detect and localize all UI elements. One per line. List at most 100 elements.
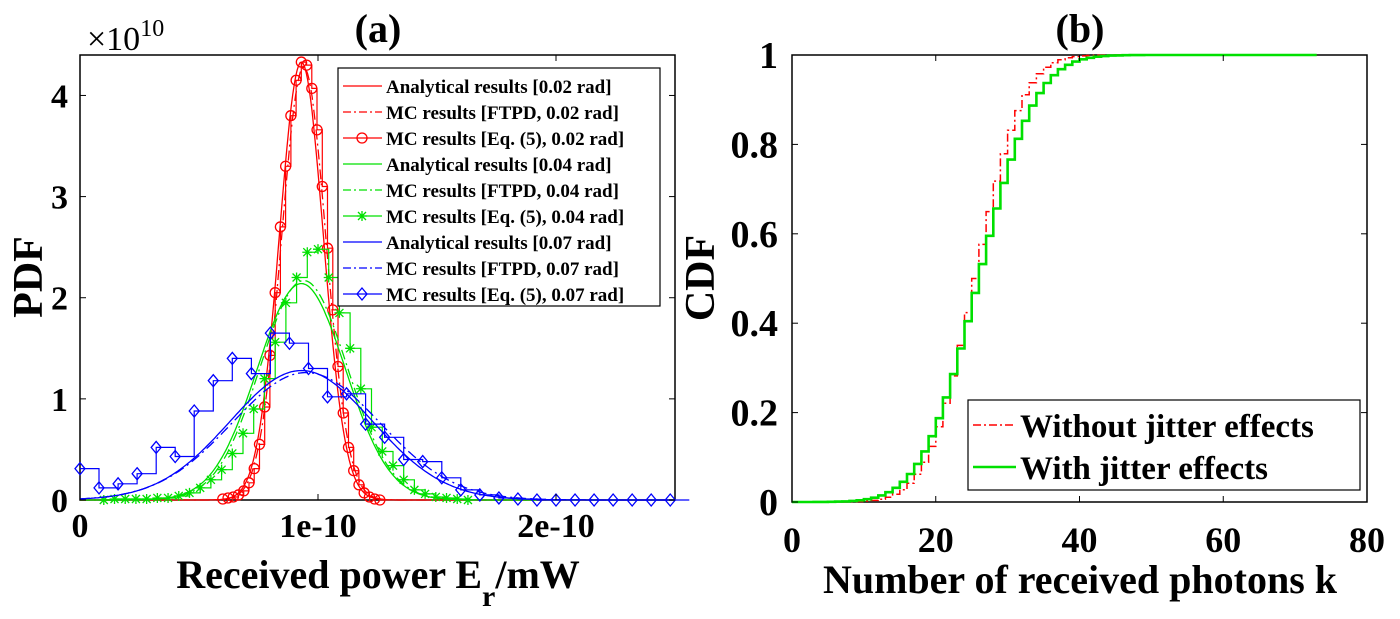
panel-b-x-tick-label: 20 xyxy=(918,520,954,560)
panel-b-legend-label-0: Without jitter effects xyxy=(1020,409,1314,445)
panel-a-legend-box xyxy=(337,67,661,307)
panel-a-series-5-point xyxy=(409,484,420,495)
panel-a-legend-label-4: MC results [FTPD, 0.04 rad] xyxy=(386,181,619,202)
panel-a-series-5-point xyxy=(120,493,131,504)
panel-a-series-2-point xyxy=(279,160,292,172)
panel-b-series-1-line xyxy=(792,53,1317,504)
panel-a-series-8-point xyxy=(416,454,429,469)
panel-a-series-2-point xyxy=(269,287,281,299)
panel-a-series-2-point xyxy=(227,491,239,503)
panel-a-series-5-point xyxy=(227,448,238,459)
panel-a-series-1-line xyxy=(80,66,675,501)
panel-a-y-tick-label: 0 xyxy=(51,483,68,520)
panel-a-legend-label-2: MC results [Eq. (5), 0.02 rad] xyxy=(386,129,624,150)
panel-b-legend: Without jitter effects With jitter effect… xyxy=(967,399,1361,491)
panel-a-series-8-point xyxy=(245,366,258,381)
panel-a-x-axis-label: Received power Er/mW xyxy=(176,552,580,613)
panel-a-legend: Analytical results [0.02 rad] MC results … xyxy=(337,67,661,307)
panel-a-series-2-point xyxy=(285,110,297,122)
panel-a-series-8-point xyxy=(131,466,143,481)
panel-a-series-2-point xyxy=(321,242,334,254)
panel-a-series-8-point xyxy=(531,492,543,508)
panel-b-legend-box xyxy=(967,399,1361,491)
panel-a-series-2-point xyxy=(290,74,302,86)
panel-a-series-2-point xyxy=(217,493,229,505)
panel-b-y-axis-label: CDF xyxy=(678,235,724,321)
panel-a-legend-label-1: MC results [FTPD, 0.02 rad] xyxy=(386,103,619,124)
panel-a-series-2-point xyxy=(327,304,339,316)
panel-a-series-2-point xyxy=(353,479,365,491)
panel-a-legend-label-8: MC results [Eq. (5), 0.07 rad] xyxy=(386,285,624,306)
panel-a-legend-label-3: Analytical results [0.04 rad] xyxy=(386,155,612,176)
panel-a-series-2-point xyxy=(306,82,318,95)
panel-a-legend-label-0: Analytical results [0.02 rad] xyxy=(386,77,612,98)
panel-a-series-2-point xyxy=(311,124,323,136)
panel-b-y-tick-label: 0.6 xyxy=(731,214,779,256)
panel-a-series-8-point xyxy=(493,490,505,505)
panel-a-series-8-point xyxy=(607,492,619,508)
panel-a-series-2-point xyxy=(300,59,313,71)
panel-a-series-8-point xyxy=(645,492,658,508)
panel-a-series-8-point xyxy=(588,492,600,508)
panel-b-title: (b) xyxy=(1056,6,1105,51)
panel-a-series-5-point xyxy=(420,488,431,499)
panel-a-series-5-point xyxy=(462,495,473,505)
panel-a-legend-label-7: MC results [FTPD, 0.07 rad] xyxy=(386,259,619,280)
panel-a-series-8-point xyxy=(378,430,391,445)
panel-a-series-5-point xyxy=(377,446,388,457)
panel-a-y-tick-label: 3 xyxy=(51,180,68,217)
panel-a-series-5-point xyxy=(291,272,302,283)
panel-a-series-5-point xyxy=(195,482,206,493)
panel-a-series-5-point xyxy=(248,403,259,414)
panel-b-x-tick-label: 80 xyxy=(1349,520,1385,560)
panel-a-series-5-point xyxy=(259,373,270,384)
panel-a-series-8-point xyxy=(626,492,639,508)
panel-a-series-2-point xyxy=(363,491,376,503)
panel-b-y-tick-label: 1 xyxy=(759,35,778,77)
panel-b-y-tick-label: 0 xyxy=(759,482,778,524)
panel-a-series-5-point xyxy=(313,244,323,255)
panel-b-x-tick-label: 0 xyxy=(783,520,801,560)
panel-a-series-8-point xyxy=(226,351,239,366)
panel-a-series-8-point xyxy=(435,470,448,485)
panel-a-y-tick-label: 2 xyxy=(51,281,68,318)
panel-a-legend-label-5: MC results [Eq. (5), 0.04 rad] xyxy=(386,207,624,228)
panel-b-series-group xyxy=(792,53,1317,504)
panel-a-title: (a) xyxy=(355,6,402,51)
panel-a-series-2-point xyxy=(316,180,328,193)
panel-a-series-5-point xyxy=(130,493,141,504)
panel-a-series-5-point xyxy=(345,343,356,354)
panel-a-series-5-point xyxy=(398,474,409,485)
panel-a-series-5-point xyxy=(205,474,216,485)
panel-a-series-8-point xyxy=(569,492,581,508)
panel-a-series-2-point xyxy=(342,441,355,454)
panel-a-series-2-point xyxy=(243,477,255,489)
panel-b-y-tick-label: 0.4 xyxy=(731,303,779,345)
panel-a-series-8-point xyxy=(74,461,86,476)
panel-a-series-8-point xyxy=(664,492,677,508)
panel-a-series-5-point xyxy=(355,383,366,394)
panel-a-series-2-point xyxy=(337,407,349,419)
panel-a-series-8-point xyxy=(340,386,353,401)
panel-a-series-2-point xyxy=(222,492,234,504)
panel-b: 0 20 40 60 80 0 0.2 0.4 0.6 0.8 1 (b) CDF Number o… xyxy=(678,6,1385,602)
panel-a-series-5-point xyxy=(141,493,152,504)
panel-a-series-8-point xyxy=(454,482,467,497)
panel-a-series-8-point xyxy=(169,449,182,464)
panel-a-x-tick-label: 1e-10 xyxy=(279,508,356,545)
panel-a-series-8-point xyxy=(397,452,410,467)
panel-a-y-tick-label: 1 xyxy=(51,382,68,419)
panel-a-series-8-point xyxy=(550,492,562,508)
panel-a-series-5-point xyxy=(366,422,377,433)
panel-a-series-5-point xyxy=(387,460,398,471)
panel-a-series-8-point xyxy=(188,403,201,419)
panel-a-series-8-point xyxy=(207,373,220,388)
panel-a-series-group xyxy=(74,56,690,508)
panel-a-series-8-point xyxy=(359,417,372,432)
panel-a-series-5-point xyxy=(270,337,281,348)
panel-b-ticks: 0 20 40 60 80 0 0.2 0.4 0.6 0.8 1 xyxy=(731,35,1386,560)
panel-a-series-8-point xyxy=(264,326,277,341)
panel-a-y-axis-label: PDF xyxy=(6,236,52,318)
panel-a-series-8-point xyxy=(93,480,105,495)
